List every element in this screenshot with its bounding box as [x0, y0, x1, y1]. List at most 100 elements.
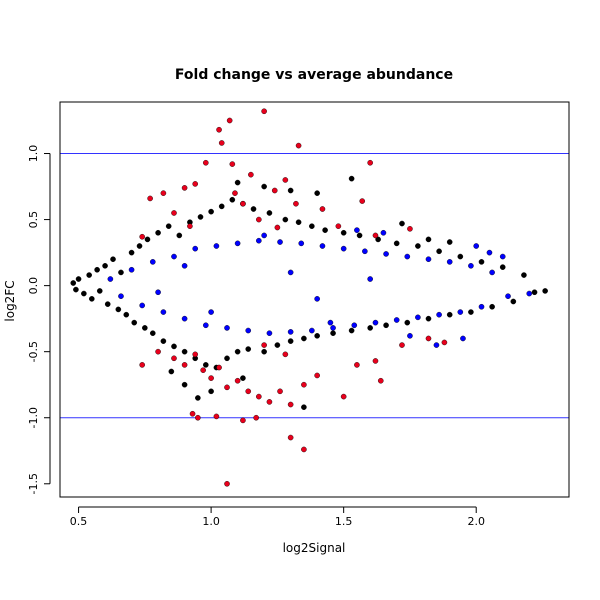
x-tick-label-1: 1.0 [202, 515, 220, 528]
point-s0-40 [266, 210, 273, 216]
point-s1-26 [383, 251, 389, 257]
point-s1-54 [367, 276, 373, 282]
point-s0-64 [478, 259, 485, 265]
point-s2-11 [181, 185, 188, 191]
point-s1-20 [319, 243, 326, 249]
point-s2-31 [181, 362, 188, 368]
point-s1-37 [505, 293, 511, 299]
point-s0-38 [250, 206, 257, 212]
point-s2-28 [139, 362, 145, 368]
point-s0-52 [356, 232, 363, 239]
point-s0-41 [274, 342, 281, 348]
point-s1-36 [489, 269, 495, 276]
point-s0-30 [208, 208, 214, 215]
point-s0-67 [510, 298, 517, 305]
point-s0-54 [375, 236, 381, 243]
point-s0-58 [415, 243, 421, 249]
point-s0-53 [367, 325, 373, 331]
point-s0-18 [144, 236, 151, 243]
point-s2-35 [216, 364, 222, 371]
point-s1-18 [298, 240, 305, 247]
point-s1-23 [351, 322, 358, 329]
point-s1-30 [425, 256, 432, 263]
point-s1-35 [478, 303, 485, 310]
point-s2-60 [261, 342, 267, 348]
point-s1-43 [433, 342, 440, 348]
point-s0-70 [542, 288, 548, 294]
x-tick-label-3: 2.0 [467, 515, 485, 528]
point-s0-44 [295, 219, 302, 226]
point-s1-9 [203, 322, 209, 329]
point-s2-32 [192, 351, 199, 358]
point-s0-21 [160, 338, 167, 344]
point-s2-26 [407, 226, 413, 232]
point-s0-29 [203, 362, 209, 368]
point-s1-51 [155, 289, 161, 296]
point-s0-79 [425, 236, 432, 243]
point-s2-42 [287, 401, 294, 408]
point-s0-16 [136, 243, 143, 249]
point-s2-50 [425, 335, 432, 342]
point-s2-46 [354, 362, 360, 368]
point-s1-29 [415, 314, 421, 321]
point-s0-11 [115, 306, 122, 313]
point-s2-37 [234, 377, 241, 384]
reference-lines [60, 153, 569, 419]
x-tick-label-0: 0.5 [70, 515, 88, 528]
point-s1-0 [107, 276, 114, 282]
y-tick-label-1: -1.0 [27, 407, 40, 428]
point-s0-61 [446, 311, 453, 318]
point-s0-69 [531, 289, 538, 296]
point-s2-20 [171, 210, 177, 216]
point-s0-42 [282, 216, 289, 223]
point-s1-6 [171, 253, 177, 260]
point-s2-47 [372, 358, 379, 364]
point-s0-83 [168, 368, 175, 375]
point-s2-15 [319, 206, 326, 212]
point-s1-44 [407, 333, 413, 339]
point-s0-32 [218, 203, 225, 210]
point-s0-9 [104, 301, 111, 307]
point-s0-82 [234, 179, 241, 186]
point-s1-42 [460, 335, 466, 342]
point-s1-52 [287, 269, 294, 276]
point-s2-1 [226, 117, 233, 124]
point-s2-61 [282, 351, 289, 358]
point-s0-71 [348, 175, 355, 182]
point-s1-2 [128, 266, 135, 273]
point-s0-22 [165, 223, 172, 229]
point-s1-11 [224, 325, 230, 331]
point-s0-2 [75, 276, 82, 282]
point-s1-25 [372, 319, 379, 326]
point-s2-39 [256, 393, 262, 400]
point-s2-19 [240, 200, 246, 207]
x-axis-label: log2Signal [283, 541, 346, 555]
point-s0-3 [81, 290, 87, 297]
point-s0-74 [181, 381, 188, 388]
y-tick-label-0: -1.5 [27, 473, 40, 494]
point-s0-13 [123, 311, 130, 318]
point-s0-65 [489, 303, 495, 310]
point-s0-24 [176, 232, 183, 239]
point-s2-49 [399, 342, 405, 348]
point-s1-7 [181, 315, 188, 322]
point-s2-5 [203, 159, 209, 166]
point-s1-33 [457, 309, 464, 315]
point-s0-66 [499, 264, 506, 270]
point-s0-25 [181, 348, 188, 355]
point-s1-5 [160, 309, 167, 315]
point-s0-0 [70, 280, 77, 286]
point-s2-3 [218, 140, 225, 146]
point-s2-4 [295, 142, 302, 149]
point-s2-34 [208, 375, 214, 381]
point-s2-57 [287, 434, 294, 441]
x-tick-label-2: 1.5 [335, 515, 353, 528]
point-s1-38 [526, 290, 533, 297]
point-s0-60 [436, 248, 442, 255]
point-s1-32 [446, 259, 453, 265]
point-s1-34 [468, 263, 474, 269]
point-s1-31 [436, 311, 442, 318]
point-s2-29 [155, 348, 161, 355]
point-s0-78 [399, 220, 405, 227]
point-s0-73 [261, 183, 267, 190]
